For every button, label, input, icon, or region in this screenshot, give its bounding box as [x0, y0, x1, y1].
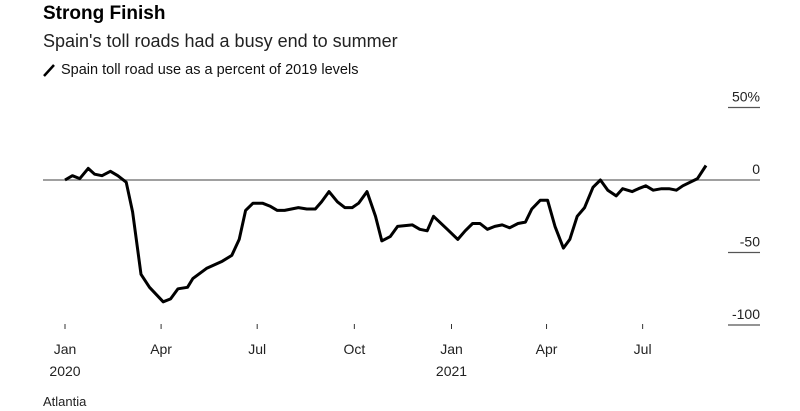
x-tick-label: Apr: [536, 341, 558, 357]
x-tick-label: Jul: [248, 341, 266, 357]
x-tick-label: Jan: [440, 341, 463, 357]
y-tick-label: -100: [732, 306, 760, 322]
series-line: [64, 164, 708, 304]
x-tick-label: Oct: [343, 341, 365, 357]
x-tick-label: Jul: [634, 341, 652, 357]
x-tick-year-label: 2021: [436, 363, 467, 379]
x-tick-label: Jan: [54, 341, 77, 357]
source-note: Atlantia: [43, 394, 87, 409]
legend-label: Spain toll road use as a percent of 2019…: [61, 62, 359, 78]
y-tick-label: 50%: [732, 89, 760, 105]
y-tick-label: -50: [740, 234, 760, 250]
y-tick-label: 0: [752, 161, 760, 177]
x-tick-year-label: 2020: [49, 363, 80, 379]
chart-title: Strong Finish: [43, 3, 166, 24]
x-tick-label: Apr: [150, 341, 172, 357]
legend: Spain toll road use as a percent of 2019…: [43, 62, 358, 78]
line-legend-icon: [43, 64, 55, 77]
chart-subtitle: Spain's toll roads had a busy end to sum…: [43, 31, 398, 51]
